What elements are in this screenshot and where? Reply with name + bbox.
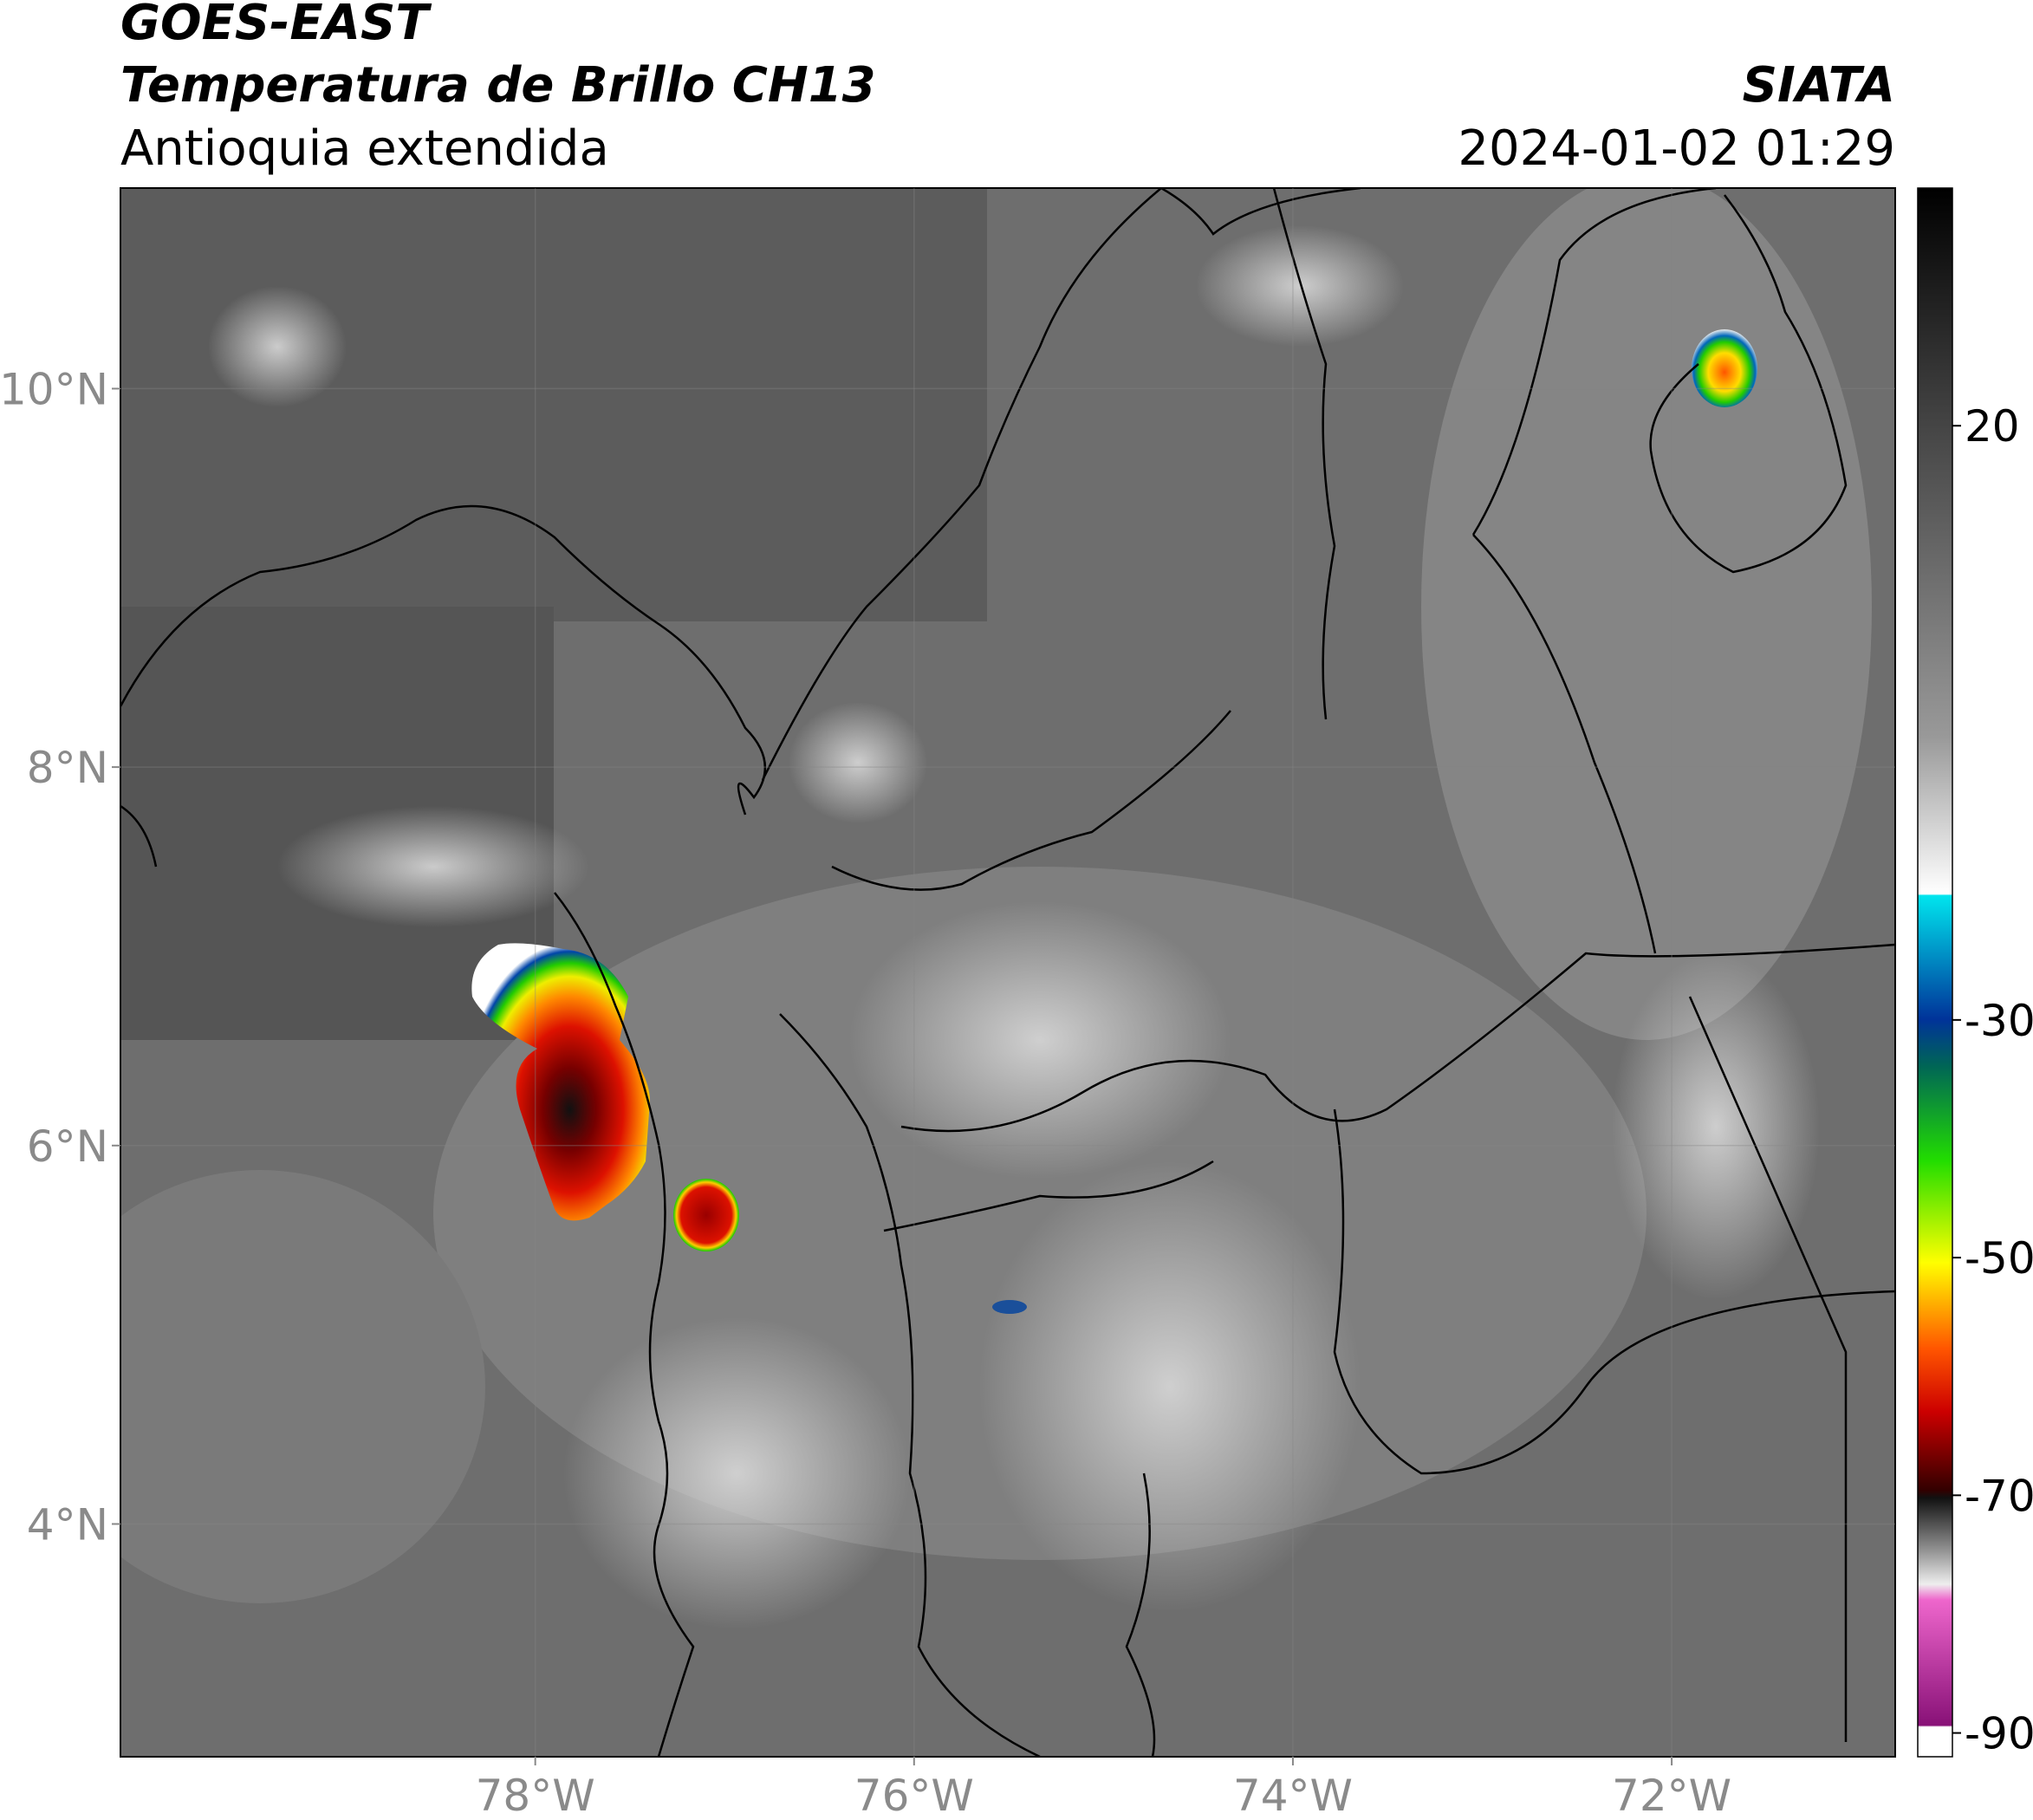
colorbar-tick-label: 20: [1965, 401, 2020, 452]
lat-tick-label: 6°N: [27, 1121, 108, 1172]
lat-tick-label: 10°N: [0, 364, 108, 414]
map-image: [120, 188, 1895, 1757]
title-line: Temperatura de Brillo CH13: [120, 57, 876, 114]
colorbar-tick-label: -50: [1965, 1233, 2033, 1284]
colorbar-tick-label: -30: [1965, 996, 2033, 1046]
lon-tick-label: 74°W: [1233, 1771, 1353, 1820]
lat-tick-label: 4°N: [27, 1499, 108, 1550]
lon-tick-label: 72°W: [1612, 1771, 1731, 1820]
timestamp: 2024-01-02 01:29: [1458, 120, 1895, 177]
lon-tick-label: 76°W: [854, 1771, 974, 1820]
colorbar: [1917, 187, 1953, 1758]
lat-tick-label: 8°N: [27, 743, 108, 793]
source: SIATA: [1743, 57, 1895, 114]
colorbar-tick-label: -70: [1965, 1471, 2033, 1521]
colorbar-tick-label: -90: [1965, 1709, 2033, 1759]
map-frame: [120, 187, 1896, 1758]
lon-tick-label: 78°W: [476, 1771, 595, 1820]
subtitle: Antioquia extendida: [120, 120, 609, 177]
title-line: GOES-EAST: [120, 0, 432, 51]
